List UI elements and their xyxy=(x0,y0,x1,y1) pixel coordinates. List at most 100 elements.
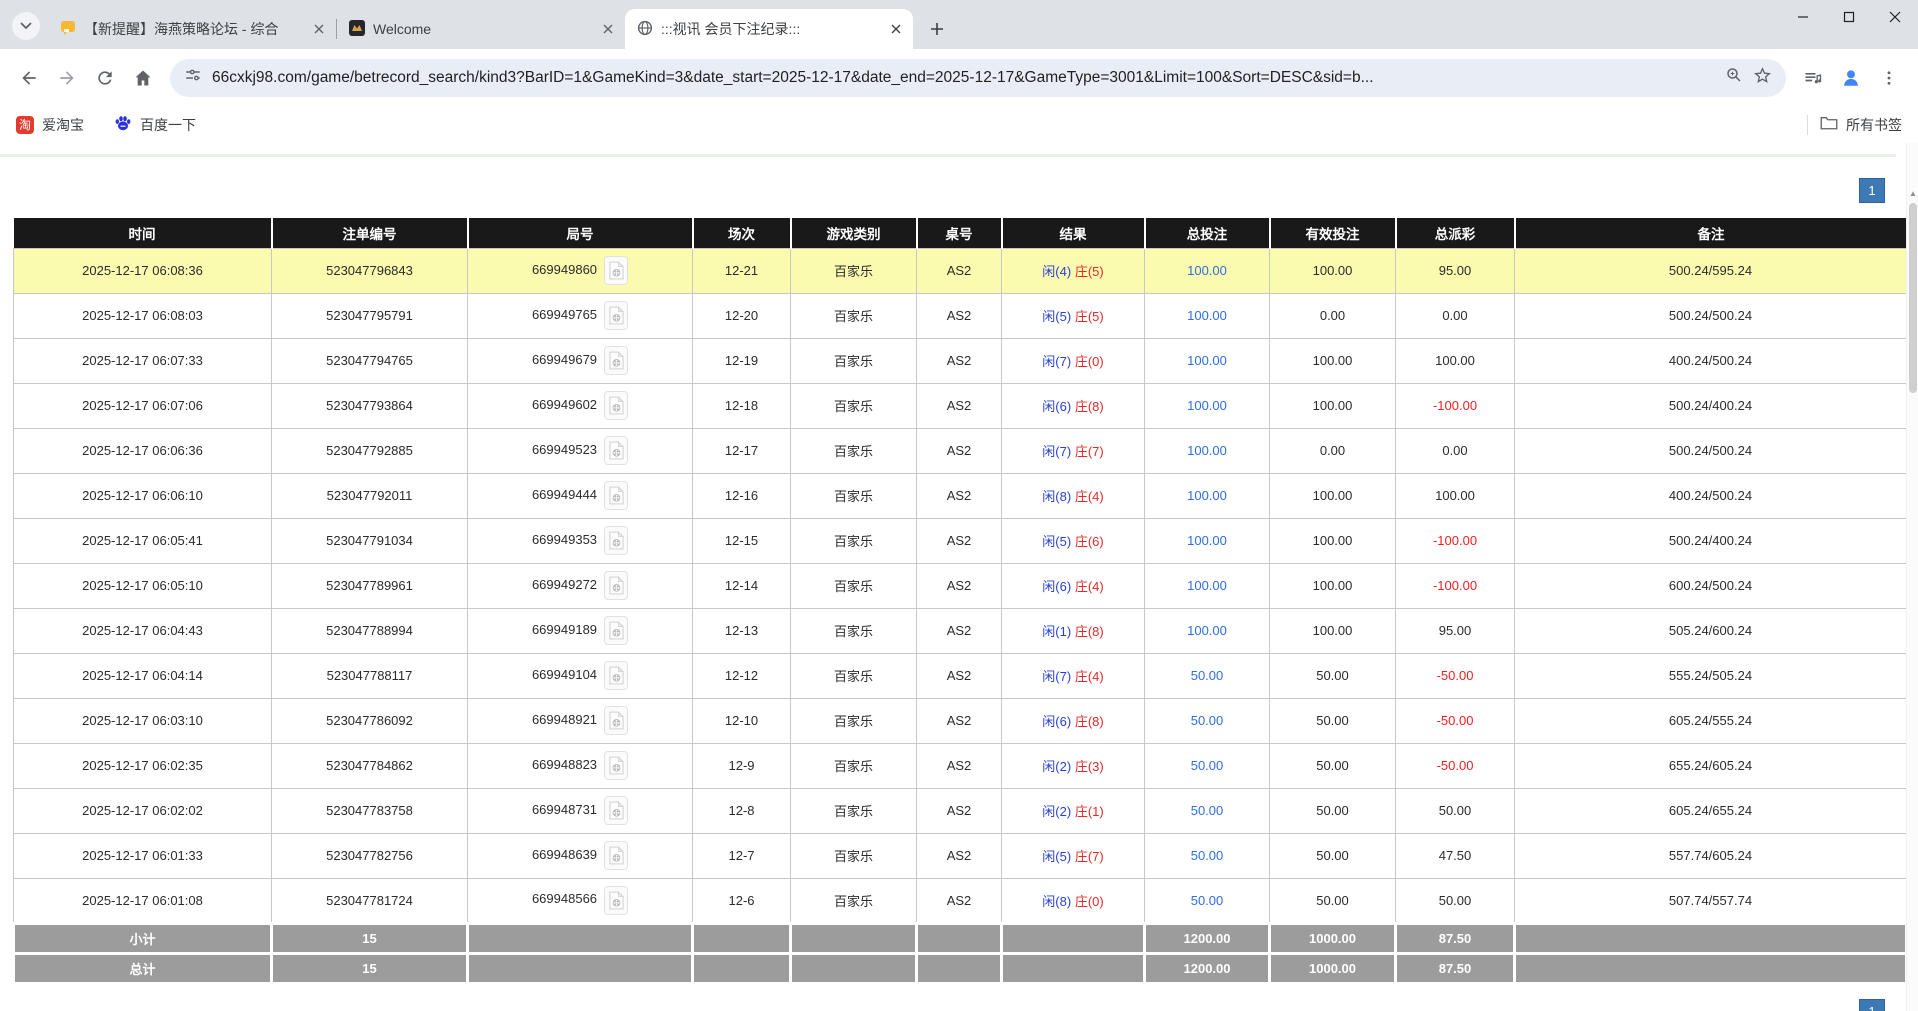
cell-bet-no: 523047786092 xyxy=(271,697,468,744)
cell-bet-no: 523047784862 xyxy=(271,742,468,789)
bookmark-star-icon[interactable] xyxy=(1753,66,1772,90)
minimize-button[interactable] xyxy=(1780,0,1826,34)
cell-valid-bet: 100.00 xyxy=(1269,562,1396,609)
cell-bet-no: 523047791034 xyxy=(271,517,468,564)
cell-time: 2025-12-17 06:03:10 xyxy=(13,697,272,744)
bookmark-label: 百度一下 xyxy=(140,116,196,133)
video-replay-icon[interactable] xyxy=(604,436,629,465)
total-bet-link[interactable]: 100.00 xyxy=(1187,443,1227,458)
all-bookmarks-button[interactable]: 所有书签 xyxy=(1820,115,1902,135)
tab-forum[interactable]: 【新提醒】海燕策略论坛 - 综合 xyxy=(48,9,336,49)
scrollbar-thumb[interactable] xyxy=(1909,203,1917,393)
bookmark-taobao[interactable]: 淘 爱淘宝 xyxy=(16,115,84,135)
total-bet-link[interactable]: 100.00 xyxy=(1187,398,1227,413)
menu-dots-icon[interactable] xyxy=(1870,59,1908,97)
video-replay-icon[interactable] xyxy=(604,616,629,645)
pagination-page-1-top[interactable]: 1 xyxy=(1859,178,1885,203)
player-result: 闲(6) xyxy=(1042,714,1072,729)
window-controls xyxy=(1780,0,1918,34)
cell-time: 2025-12-17 06:08:03 xyxy=(13,292,272,339)
zoom-icon[interactable] xyxy=(1725,66,1743,89)
video-replay-icon[interactable] xyxy=(604,256,629,285)
cell-time: 2025-12-17 06:05:41 xyxy=(13,517,272,564)
pagination-page-1-bottom[interactable]: 1 xyxy=(1859,999,1885,1011)
close-button[interactable] xyxy=(1872,0,1918,34)
video-replay-icon[interactable] xyxy=(604,706,629,735)
video-replay-icon[interactable] xyxy=(604,391,629,420)
player-result: 闲(4) xyxy=(1042,264,1072,279)
tab-close-icon[interactable] xyxy=(599,20,617,38)
site-settings-icon[interactable] xyxy=(184,66,202,89)
total-bet-link[interactable]: 100.00 xyxy=(1187,578,1227,593)
bookmarks-bar: 淘 爱淘宝 百度一下 所有书签 xyxy=(0,106,1918,143)
total-bet-link[interactable]: 100.00 xyxy=(1187,353,1227,368)
total-bet-link[interactable]: 100.00 xyxy=(1187,488,1227,503)
video-replay-icon[interactable] xyxy=(604,301,629,330)
col-valid-bet: 有效投注 xyxy=(1269,218,1397,248)
cell-table-no: AS2 xyxy=(916,742,1002,789)
media-controls-icon[interactable] xyxy=(1794,59,1832,97)
forward-button[interactable] xyxy=(48,59,86,97)
cell-total-bet: 50.00 xyxy=(1144,742,1270,789)
total-bet-link[interactable]: 50.00 xyxy=(1190,848,1224,863)
total-bet-link[interactable]: 100.00 xyxy=(1187,623,1227,638)
tab-close-icon[interactable] xyxy=(887,20,905,38)
cell-game-type: 百家乐 xyxy=(790,607,917,654)
home-button[interactable] xyxy=(124,59,162,97)
video-replay-icon[interactable] xyxy=(604,661,629,690)
cell-valid-bet: 0.00 xyxy=(1269,292,1396,339)
refresh-button[interactable] xyxy=(86,59,124,97)
cell-game-type: 百家乐 xyxy=(790,517,917,564)
url-text[interactable]: 66cxkj98.com/game/betrecord_search/kind3… xyxy=(212,68,1374,86)
cell-valid-bet: 100.00 xyxy=(1269,247,1396,294)
player-result: 闲(5) xyxy=(1042,309,1072,324)
tab-close-icon[interactable] xyxy=(310,20,328,38)
video-replay-icon[interactable] xyxy=(604,751,629,780)
total-bet-link[interactable]: 100.00 xyxy=(1187,308,1227,323)
tab-bet-records[interactable]: :::视讯 会员下注纪录::: xyxy=(625,9,913,49)
total-bet-link[interactable]: 50.00 xyxy=(1190,713,1224,728)
total-bet-link[interactable]: 50.00 xyxy=(1190,803,1224,818)
player-result: 闲(7) xyxy=(1042,669,1072,684)
page-scrollbar[interactable]: ▲ xyxy=(1906,143,1918,1011)
cell-result: 闲(1) 庄(8) xyxy=(1001,607,1145,654)
back-button[interactable] xyxy=(10,59,48,97)
tab-welcome[interactable]: Welcome xyxy=(337,9,625,49)
video-replay-icon[interactable] xyxy=(604,481,629,510)
cell-remark: 400.24/500.24 xyxy=(1514,337,1907,384)
footer-cell xyxy=(1000,951,1146,985)
total-bet-link[interactable]: 50.00 xyxy=(1190,758,1224,773)
cell-session: 12-20 xyxy=(692,292,791,339)
video-replay-icon[interactable] xyxy=(604,571,629,600)
folder-icon xyxy=(1820,115,1838,134)
video-replay-icon[interactable] xyxy=(604,796,629,825)
video-replay-icon[interactable] xyxy=(604,526,629,555)
bet-record-row: 2025-12-17 06:02:35 523047784862 669948823… xyxy=(13,742,1907,789)
cell-remark: 500.24/500.24 xyxy=(1514,292,1907,339)
tab-title: :::视讯 会员下注纪录::: xyxy=(661,21,801,37)
video-replay-icon[interactable] xyxy=(604,841,629,870)
total-bet-link[interactable]: 100.00 xyxy=(1187,263,1227,278)
total-bet-link[interactable]: 50.00 xyxy=(1190,668,1224,683)
maximize-button[interactable] xyxy=(1826,0,1872,34)
video-replay-icon[interactable] xyxy=(604,885,629,915)
video-replay-icon[interactable] xyxy=(604,346,629,375)
total-bet-link[interactable]: 50.00 xyxy=(1190,892,1224,908)
cell-table-no: AS2 xyxy=(916,427,1002,474)
cell-remark: 505.24/600.24 xyxy=(1514,607,1907,654)
scroll-up-icon[interactable]: ▲ xyxy=(1909,189,1917,198)
total-bet-link[interactable]: 100.00 xyxy=(1187,533,1227,548)
cell-bet-no: 523047782756 xyxy=(271,832,468,879)
footer-cell xyxy=(915,921,1003,955)
tab-search-button[interactable] xyxy=(12,12,40,40)
bet-record-row: 2025-12-17 06:07:06 523047793864 669949602… xyxy=(13,382,1907,429)
bookmark-baidu[interactable]: 百度一下 xyxy=(114,114,196,135)
new-tab-button[interactable] xyxy=(923,15,951,43)
bet-records-table: 时间 注单编号 局号 场次 游戏类别 桌号 结果 总投注 有效投注 总派彩 备注… xyxy=(12,218,1908,985)
banker-result: 庄(7) xyxy=(1074,444,1104,459)
cell-time: 2025-12-17 06:04:14 xyxy=(13,652,272,699)
address-bar[interactable]: 66cxkj98.com/game/betrecord_search/kind3… xyxy=(170,58,1786,97)
profile-avatar[interactable] xyxy=(1832,59,1870,97)
cell-round-no: 669948731 xyxy=(467,787,693,834)
banker-result: 庄(3) xyxy=(1074,759,1104,774)
